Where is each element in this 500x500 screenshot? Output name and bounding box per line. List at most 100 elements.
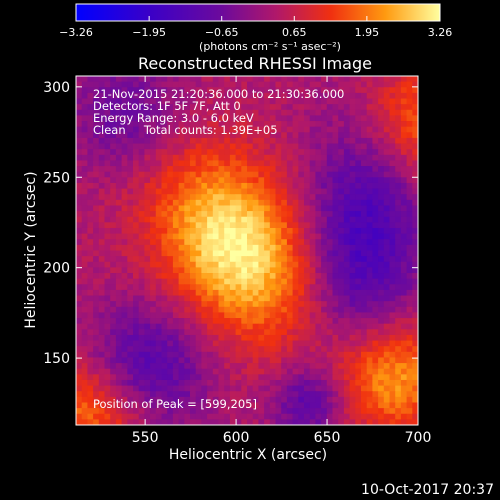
- heatmap-cell: [241, 419, 248, 426]
- heatmap-cell: [138, 87, 145, 94]
- heatmap-cell: [172, 132, 179, 139]
- heatmap-cell: [361, 408, 368, 415]
- heatmap-cell: [361, 205, 368, 212]
- heatmap-cell: [76, 289, 83, 296]
- heatmap-cell: [167, 295, 174, 302]
- heatmap-cell: [207, 205, 214, 212]
- heatmap-cell: [343, 222, 350, 229]
- heatmap-cell: [292, 188, 299, 195]
- heatmap-cell: [315, 244, 322, 251]
- heatmap-cell: [292, 149, 299, 156]
- heatmap-cell: [133, 413, 140, 420]
- heatmap-cell: [349, 233, 356, 240]
- heatmap-cell: [155, 244, 162, 251]
- heatmap-cell: [98, 323, 105, 330]
- heatmap-cell: [326, 301, 333, 308]
- heatmap-cell: [138, 126, 145, 133]
- heatmap-cell: [235, 363, 242, 370]
- heatmap-cell: [304, 92, 311, 99]
- heatmap-cell: [338, 295, 345, 302]
- heatmap-cell: [201, 346, 208, 353]
- heatmap-cell: [172, 289, 179, 296]
- heatmap-cell: [372, 188, 379, 195]
- heatmap-cell: [184, 278, 191, 285]
- heatmap-cell: [275, 256, 282, 263]
- heatmap-cell: [406, 233, 413, 240]
- heatmap-cell: [172, 261, 179, 268]
- heatmap-cell: [138, 391, 145, 398]
- heatmap-cell: [400, 379, 407, 386]
- heatmap-cell: [195, 154, 202, 161]
- heatmap-cell: [332, 250, 339, 257]
- heatmap-cell: [321, 227, 328, 235]
- heatmap-cell: [321, 396, 328, 403]
- heatmap-cell: [138, 182, 145, 189]
- heatmap-cell: [372, 81, 379, 88]
- heatmap-cell: [315, 239, 322, 246]
- heatmap-cell: [361, 273, 368, 280]
- heatmap-cell: [241, 408, 248, 415]
- heatmap-cell: [104, 76, 111, 83]
- heatmap-cell: [298, 166, 305, 173]
- heatmap-cell: [207, 408, 214, 415]
- heatmap-cell: [172, 160, 179, 167]
- heatmap-cell: [76, 87, 83, 94]
- heatmap-cell: [412, 351, 419, 358]
- heatmap-cell: [383, 98, 390, 105]
- heatmap-cell: [309, 171, 316, 178]
- heatmap-cell: [178, 250, 185, 257]
- heatmap-cell: [161, 363, 168, 370]
- heatmap-cell: [247, 132, 254, 139]
- heatmap-cell: [87, 295, 94, 302]
- heatmap-cell: [184, 273, 191, 280]
- heatmap-cell: [400, 329, 407, 336]
- heatmap-cell: [218, 374, 225, 381]
- heatmap-cell: [378, 346, 385, 353]
- heatmap-cell: [309, 334, 316, 341]
- heatmap-cell: [207, 318, 214, 325]
- heatmap-cell: [121, 329, 128, 336]
- heatmap-cell: [247, 182, 254, 189]
- heatmap-cell: [338, 256, 345, 263]
- heatmap-cell: [138, 188, 145, 195]
- heatmap-cell: [326, 267, 333, 274]
- heatmap-cell: [190, 323, 197, 330]
- heatmap-cell: [224, 216, 231, 223]
- heatmap-cell: [315, 295, 322, 302]
- heatmap-cell: [127, 154, 134, 161]
- x-tick-label: 650: [314, 430, 341, 446]
- heatmap-cell: [389, 98, 396, 105]
- heatmap-cell: [138, 239, 145, 246]
- heatmap-cell: [201, 132, 208, 139]
- heatmap-cell: [167, 76, 174, 83]
- heatmap-cell: [378, 340, 385, 347]
- heatmap-cell: [184, 346, 191, 353]
- heatmap-cell: [326, 81, 333, 88]
- heatmap-cell: [81, 216, 88, 223]
- heatmap-cell: [184, 104, 191, 111]
- heatmap-cell: [247, 115, 254, 122]
- heatmap-cell: [195, 402, 202, 409]
- heatmap-cell: [76, 374, 83, 381]
- heatmap-cell: [338, 81, 345, 88]
- heatmap-cell: [269, 379, 276, 386]
- heatmap-cell: [355, 368, 362, 375]
- heatmap-cell: [304, 244, 311, 251]
- heatmap-cell: [412, 149, 419, 156]
- heatmap-cell: [389, 205, 396, 212]
- heatmap-cell: [292, 273, 299, 280]
- heatmap-cell: [343, 301, 350, 308]
- heatmap-cell: [378, 194, 385, 201]
- heatmap-cell: [110, 408, 117, 415]
- heatmap-cell: [343, 419, 350, 426]
- heatmap-cell: [241, 132, 248, 139]
- heatmap-cell: [338, 357, 345, 364]
- heatmap-cell: [321, 351, 328, 358]
- heatmap-cell: [144, 318, 151, 325]
- heatmap-cell: [366, 391, 373, 398]
- heatmap-cell: [281, 188, 288, 195]
- heatmap-cell: [121, 81, 128, 88]
- heatmap-cell: [115, 306, 122, 313]
- heatmap-cell: [155, 284, 162, 291]
- heatmap-cell: [104, 109, 111, 116]
